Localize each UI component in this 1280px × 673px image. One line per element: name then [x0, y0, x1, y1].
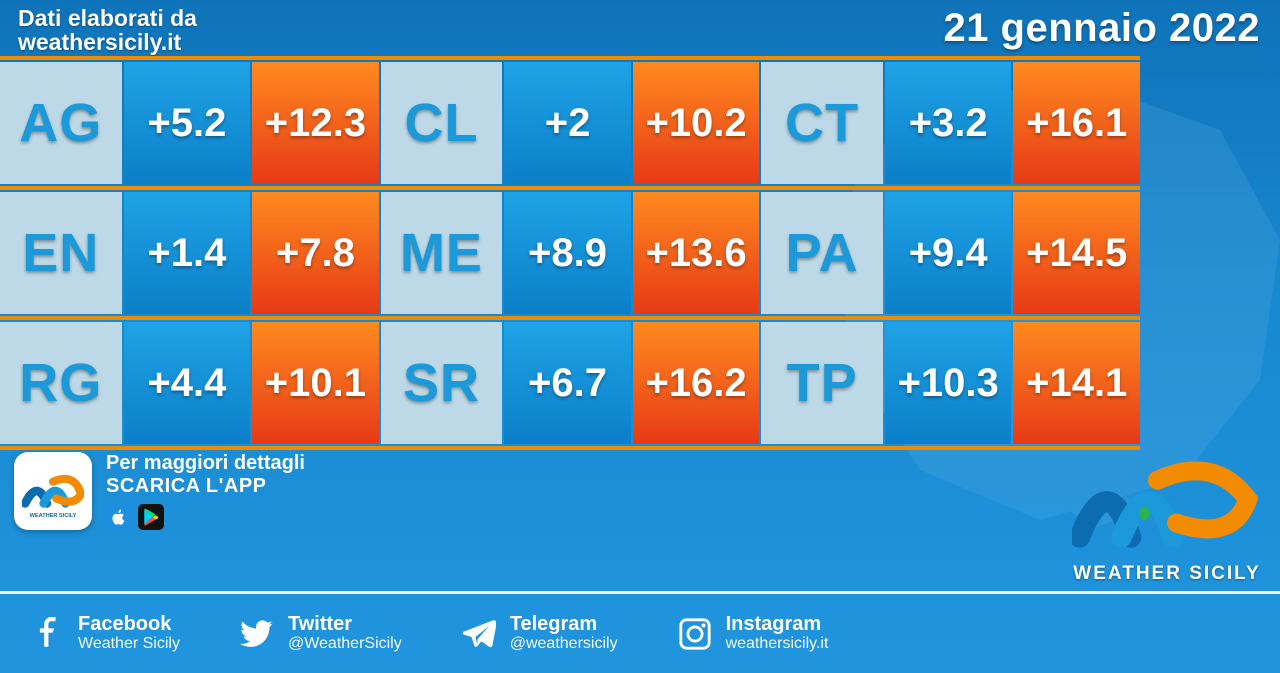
temp-low-cell: +1.4	[124, 192, 251, 314]
temp-high: +10.2	[645, 101, 746, 146]
temp-high: +7.8	[276, 231, 355, 276]
temp-low-cell: +3.2	[885, 62, 1012, 184]
credit-line1: Dati elaborati da	[18, 6, 197, 30]
temp-low: +3.2	[909, 101, 988, 146]
province-code-cell: CT	[761, 62, 883, 184]
ws-logo: WEATHER SICILY	[1072, 444, 1262, 585]
province-code: RG	[19, 352, 102, 414]
temp-high: +13.6	[645, 231, 746, 276]
temp-high-cell: +14.1	[1013, 322, 1140, 444]
province-code: SR	[403, 352, 480, 414]
social-name: Facebook	[78, 614, 180, 635]
footer: Facebook Weather Sicily Twitter @Weather…	[0, 591, 1280, 673]
province-code: EN	[22, 222, 99, 284]
social-telegram: Telegram @weathersicily	[462, 614, 618, 653]
temp-low-cell: +8.9	[504, 192, 631, 314]
temp-high: +16.1	[1026, 101, 1127, 146]
temp-high-cell: +10.1	[252, 322, 379, 444]
province-code-cell: AG	[0, 62, 122, 184]
social-facebook: Facebook Weather Sicily	[30, 614, 180, 653]
temperature-grid: AG +5.2 +12.3 CL +2 +10.2 CT +3.2 +16.1 EN +1.4 +7.…	[0, 56, 1140, 450]
temp-low-cell: +5.2	[124, 62, 251, 184]
social-handle: @WeatherSicily	[288, 635, 402, 653]
social-instagram: Instagram weathersicily.it	[678, 614, 829, 653]
province-code-cell: PA	[761, 192, 883, 314]
facebook-icon	[30, 617, 64, 651]
temp-low: +5.2	[147, 101, 226, 146]
temp-low: +10.3	[898, 361, 999, 406]
province-code: CT	[785, 92, 859, 154]
date-label: 21 gennaio 2022	[943, 6, 1260, 51]
ws-logo-caption: WEATHER SICILY	[1072, 563, 1262, 585]
temp-low: +1.4	[147, 231, 226, 276]
province-code-cell: EN	[0, 192, 122, 314]
province-code: TP	[787, 352, 858, 414]
province-code: CL	[404, 92, 478, 154]
province-code-cell: CL	[381, 62, 503, 184]
table-row: EN +1.4 +7.8 ME +8.9 +13.6 PA +9.4 +14.5	[0, 192, 1140, 314]
table-row: AG +5.2 +12.3 CL +2 +10.2 CT +3.2 +16.1	[0, 62, 1140, 184]
temp-low: +6.7	[528, 361, 607, 406]
row-separator	[0, 446, 1140, 450]
social-name: Telegram	[510, 614, 618, 635]
temp-high-cell: +7.8	[252, 192, 379, 314]
twitter-icon	[240, 617, 274, 651]
social-twitter: Twitter @WeatherSicily	[240, 614, 402, 653]
app-cta: WEATHER SICILY Per maggiori dettagli SCA…	[14, 452, 305, 530]
temp-high-cell: +14.5	[1013, 192, 1140, 314]
temp-high: +12.3	[265, 101, 366, 146]
temp-high: +10.1	[265, 361, 366, 406]
instagram-icon	[678, 617, 712, 651]
temp-high-cell: +16.2	[633, 322, 760, 444]
appstore-icon	[106, 504, 132, 530]
temp-high: +16.2	[645, 361, 746, 406]
weather-table-graphic: Dati elaborati da weathersicily.it 21 ge…	[0, 0, 1280, 673]
temp-high: +14.5	[1026, 231, 1127, 276]
temp-low: +2	[545, 101, 591, 146]
temp-high-cell: +16.1	[1013, 62, 1140, 184]
social-handle: Weather Sicily	[78, 635, 180, 653]
temp-low-cell: +6.7	[504, 322, 631, 444]
temp-high-cell: +13.6	[633, 192, 760, 314]
province-code-cell: TP	[761, 322, 883, 444]
app-icon: WEATHER SICILY	[14, 452, 92, 530]
table-row: RG +4.4 +10.1 SR +6.7 +16.2 TP +10.3 +14.1	[0, 322, 1140, 444]
temp-high-cell: +12.3	[252, 62, 379, 184]
temp-low-cell: +2	[504, 62, 631, 184]
playstore-icon	[138, 504, 164, 530]
temp-low-cell: +9.4	[885, 192, 1012, 314]
temp-low-cell: +4.4	[124, 322, 251, 444]
province-code: ME	[400, 222, 483, 284]
province-code-cell: ME	[381, 192, 503, 314]
credit-line2: weathersicily.it	[18, 30, 197, 54]
province-code: PA	[786, 222, 859, 284]
social-name: Instagram	[726, 614, 829, 635]
telegram-icon	[462, 617, 496, 651]
social-handle: @weathersicily	[510, 635, 618, 653]
cta-line2: SCARICA L'APP	[106, 475, 305, 498]
row-separator	[0, 316, 1140, 320]
social-name: Twitter	[288, 614, 402, 635]
cta-line1: Per maggiori dettagli	[106, 452, 305, 475]
temp-low: +9.4	[909, 231, 988, 276]
temp-low-cell: +10.3	[885, 322, 1012, 444]
province-code-cell: RG	[0, 322, 122, 444]
province-code: AG	[19, 92, 102, 154]
temp-high-cell: +10.2	[633, 62, 760, 184]
province-code-cell: SR	[381, 322, 503, 444]
row-separator	[0, 186, 1140, 190]
header: Dati elaborati da weathersicily.it 21 ge…	[0, 0, 1280, 46]
temp-high: +14.1	[1026, 361, 1127, 406]
temp-low: +4.4	[147, 361, 226, 406]
social-handle: weathersicily.it	[726, 635, 829, 653]
temp-low: +8.9	[528, 231, 607, 276]
credit-block: Dati elaborati da weathersicily.it	[18, 6, 197, 54]
row-separator	[0, 56, 1140, 60]
svg-text:WEATHER SICILY: WEATHER SICILY	[30, 513, 77, 519]
cta-text: Per maggiori dettagli SCARICA L'APP	[106, 452, 305, 530]
